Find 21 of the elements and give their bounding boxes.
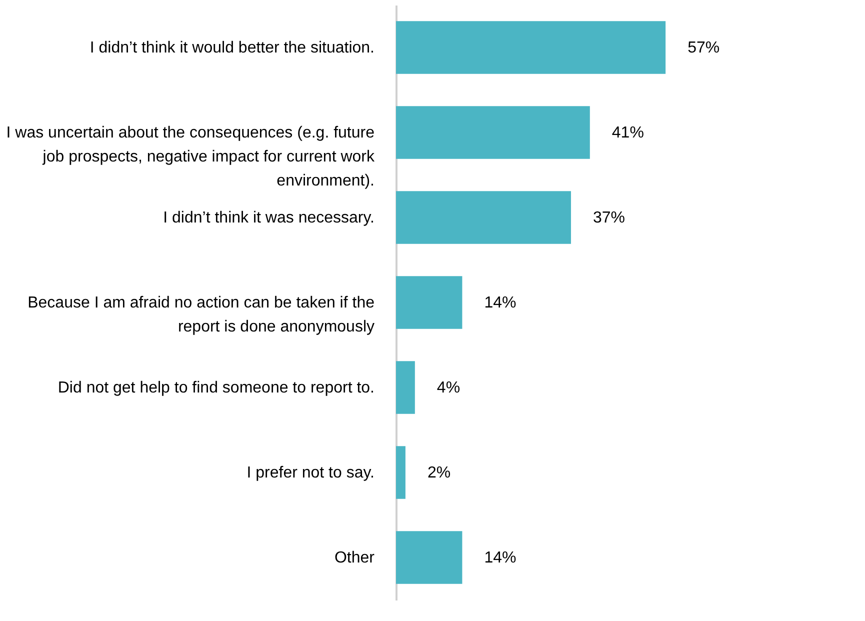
data-label: 41% [612, 124, 644, 142]
data-label: 14% [484, 550, 516, 566]
data-label: 14% [484, 294, 516, 312]
y-tick-label: Did not get help to find someone to report to. [58, 380, 374, 396]
bar [396, 21, 666, 74]
y-tick-label: Because I am afraid no action can be taken if the report is done anonymously [28, 294, 375, 336]
data-label: 4% [436, 380, 460, 396]
data-label: 37% [592, 210, 626, 226]
y-tick-label: I prefer not to say. [246, 464, 374, 482]
bar [396, 191, 571, 244]
bar [396, 446, 406, 499]
bar [396, 276, 462, 329]
bar [396, 361, 415, 414]
bar [396, 106, 590, 159]
data-label: 2% [427, 464, 451, 482]
y-tick-label: Other [334, 550, 376, 566]
y-tick-label: I was uncertain about the consequences (e.g. future job prospects, negative impact for current work environment). [6, 124, 376, 190]
y-tick-label: I didn’t think it would better the situation. [90, 40, 374, 56]
data-label: 57% [688, 40, 720, 56]
y-tick-label: I didn’t think it was necessary. [163, 210, 374, 226]
bar [396, 531, 462, 584]
